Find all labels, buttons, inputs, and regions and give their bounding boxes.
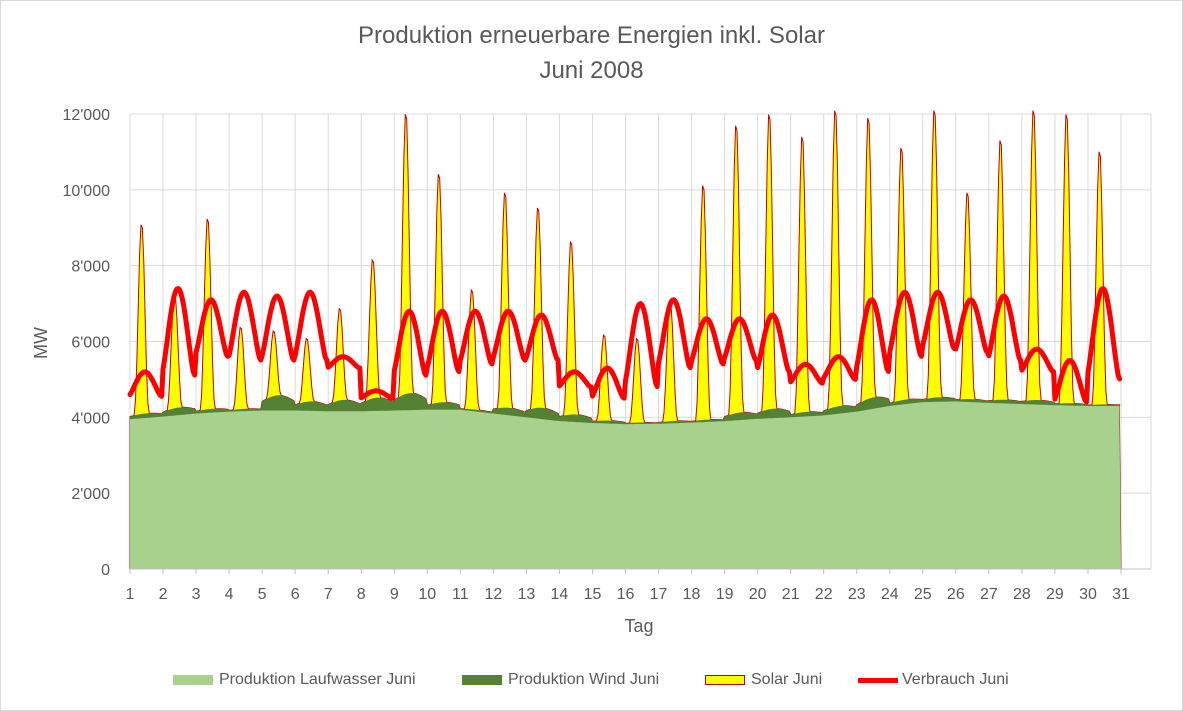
legend-swatch-solar — [705, 675, 745, 685]
x-tick-label: 2 — [159, 586, 168, 603]
y-tick-label: 10'000 — [62, 183, 110, 200]
x-tick-label: 1 — [126, 586, 135, 603]
x-tick-label: 16 — [617, 586, 635, 603]
x-tick-label: 3 — [192, 586, 201, 603]
y-tick-label: 2'000 — [71, 486, 110, 503]
chart-subtitle: Juni 2008 — [539, 57, 644, 84]
legend-label-solar: Solar Juni — [751, 671, 823, 688]
y-tick-label: 4'000 — [71, 410, 110, 427]
legend-label-wind: Produktion Wind Juni — [508, 671, 660, 688]
x-tick-label: 22 — [815, 586, 833, 603]
x-tick-label: 24 — [881, 586, 899, 603]
x-tick-label: 18 — [683, 586, 701, 603]
lines — [127, 286, 1123, 405]
x-tick-label: 4 — [225, 586, 234, 603]
legend-swatch-laufwasser — [173, 675, 213, 685]
verbrauch-line — [127, 286, 1123, 405]
x-tick-label: 27 — [980, 586, 998, 603]
legend-swatch-verbrauch — [858, 677, 898, 683]
legend-label-laufwasser: Produktion Laufwasser Juni — [219, 671, 416, 688]
x-tick-label: 12 — [484, 586, 502, 603]
x-tick-label: 28 — [1013, 586, 1031, 603]
x-tick-label: 29 — [1046, 586, 1064, 603]
x-tick-label: 26 — [947, 586, 965, 603]
x-tick-label: 31 — [1112, 586, 1130, 603]
legend-item-verbrauch: Verbrauch Juni — [858, 668, 1009, 692]
x-tick-label: 6 — [291, 586, 300, 603]
x-tick-label: 5 — [258, 586, 267, 603]
legend-item-laufwasser: Produktion Laufwasser Juni — [173, 668, 416, 692]
x-tick-label: 13 — [518, 586, 536, 603]
y-tick-label: 12'000 — [62, 107, 110, 124]
y-tick-label: 6'000 — [71, 335, 110, 352]
chart-title: Produktion erneuerbare Energien inkl. So… — [358, 22, 825, 49]
x-tick-label: 15 — [584, 586, 602, 603]
x-tick-label: 30 — [1079, 586, 1097, 603]
y-tick-label: 0 — [101, 562, 110, 579]
x-tick-label: 17 — [650, 586, 668, 603]
x-tick-label: 25 — [914, 586, 932, 603]
legend-item-solar: Solar Juni — [705, 668, 822, 692]
x-axis-label: Tag — [624, 616, 653, 636]
areas — [129, 110, 1122, 570]
x-tick-label: 21 — [782, 586, 800, 603]
x-tick-label: 7 — [324, 586, 333, 603]
x-tick-label: 8 — [357, 586, 366, 603]
x-tick-label: 9 — [390, 586, 399, 603]
x-tick-label: 20 — [749, 586, 767, 603]
laufwasser-area — [130, 401, 1121, 569]
y-axis-label: MW — [31, 327, 51, 359]
y-tick-label: 8'000 — [71, 259, 110, 276]
legend-swatch-wind — [462, 675, 502, 685]
legend-item-wind: Produktion Wind Juni — [462, 668, 659, 692]
legend: Produktion Laufwasser Juni Produktion Wi… — [0, 668, 1183, 692]
x-tick-label: 19 — [716, 586, 734, 603]
x-tick-label: 11 — [452, 586, 469, 603]
legend-label-verbrauch: Verbrauch Juni — [902, 671, 1009, 688]
x-tick-label: 10 — [418, 586, 436, 603]
x-tick-label: 14 — [551, 586, 569, 603]
x-tick-label: 23 — [848, 586, 866, 603]
